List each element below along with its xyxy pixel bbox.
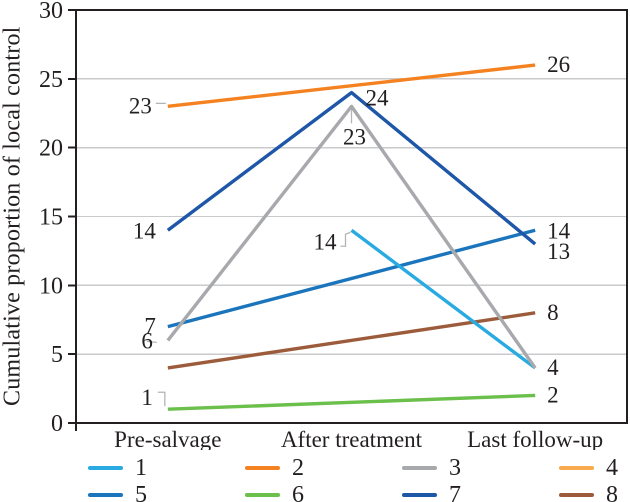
point-label-7-14: 14	[133, 218, 157, 243]
legend-label-6: 6	[292, 481, 304, 502]
x-tick-label: After treatment	[281, 427, 423, 450]
legend-label-5: 5	[135, 481, 147, 502]
series-line-5	[167, 228, 536, 329]
series-line-2	[167, 63, 536, 109]
label-leader	[340, 231, 351, 247]
legend-label-1: 1	[135, 454, 147, 481]
legend-item-3: 3	[402, 454, 559, 481]
legend-label-2: 2	[292, 454, 304, 481]
point-label-2-23: 23	[129, 93, 152, 118]
point-label-8-8: 8	[547, 300, 559, 325]
legend-swatch-5	[88, 492, 123, 497]
y-tick-label: 15	[39, 205, 63, 231]
legend-item-1: 1	[88, 454, 245, 481]
y-tick-label: 0	[51, 411, 63, 437]
plot-area: 0510152025302314761142423261413842Pre-sa…	[39, 0, 629, 450]
legend-label-7: 7	[449, 481, 461, 502]
series-line-8	[167, 311, 536, 370]
series-line-1	[350, 228, 537, 370]
point-label-7-24: 24	[366, 86, 390, 111]
legend-label-8: 8	[606, 481, 618, 502]
y-tick-label: 20	[39, 136, 63, 162]
point-label-2-26: 26	[547, 52, 570, 77]
legend-item-2: 2	[245, 454, 402, 481]
legend-item-4: 4	[559, 454, 630, 481]
point-label-1-4: 4	[547, 355, 559, 380]
series-line-3	[166, 104, 537, 369]
legend-swatch-7	[402, 492, 437, 497]
legend: 1 2 3 4 5 6 7 8	[88, 454, 630, 502]
y-tick-label: 5	[51, 342, 63, 368]
point-label-6-2: 2	[547, 382, 559, 407]
label-leader	[157, 391, 166, 407]
legend-item-6: 6	[245, 481, 402, 502]
series-line-7	[166, 90, 537, 246]
legend-swatch-2	[245, 465, 280, 470]
x-tick-label: Pre-salvage	[114, 427, 221, 450]
point-label-7-13: 13	[547, 239, 570, 264]
y-tick-label: 10	[39, 273, 63, 299]
legend-swatch-3	[402, 465, 437, 470]
legend-swatch-4	[559, 465, 594, 470]
legend-label-4: 4	[606, 454, 618, 481]
legend-item-5: 5	[88, 481, 245, 502]
point-label-5-14: 14	[547, 218, 571, 243]
legend-swatch-6	[245, 492, 280, 497]
legend-item-8: 8	[559, 481, 630, 502]
point-label-3-23: 23	[343, 124, 366, 149]
point-label-5-7: 7	[144, 314, 156, 339]
point-label-6-1: 1	[141, 385, 153, 410]
point-label-1-14: 14	[314, 229, 338, 254]
series-line-6	[167, 393, 536, 411]
label-leader	[146, 340, 157, 344]
y-tick-label: 25	[39, 67, 63, 93]
point-label-3-6: 6	[141, 328, 153, 353]
legend-label-3: 3	[449, 454, 461, 481]
legend-swatch-8	[559, 492, 594, 497]
legend-swatch-1	[88, 465, 123, 470]
legend-item-7: 7	[402, 481, 559, 502]
y-tick-label: 30	[39, 0, 63, 24]
x-tick-label: Last follow-up	[467, 427, 603, 450]
